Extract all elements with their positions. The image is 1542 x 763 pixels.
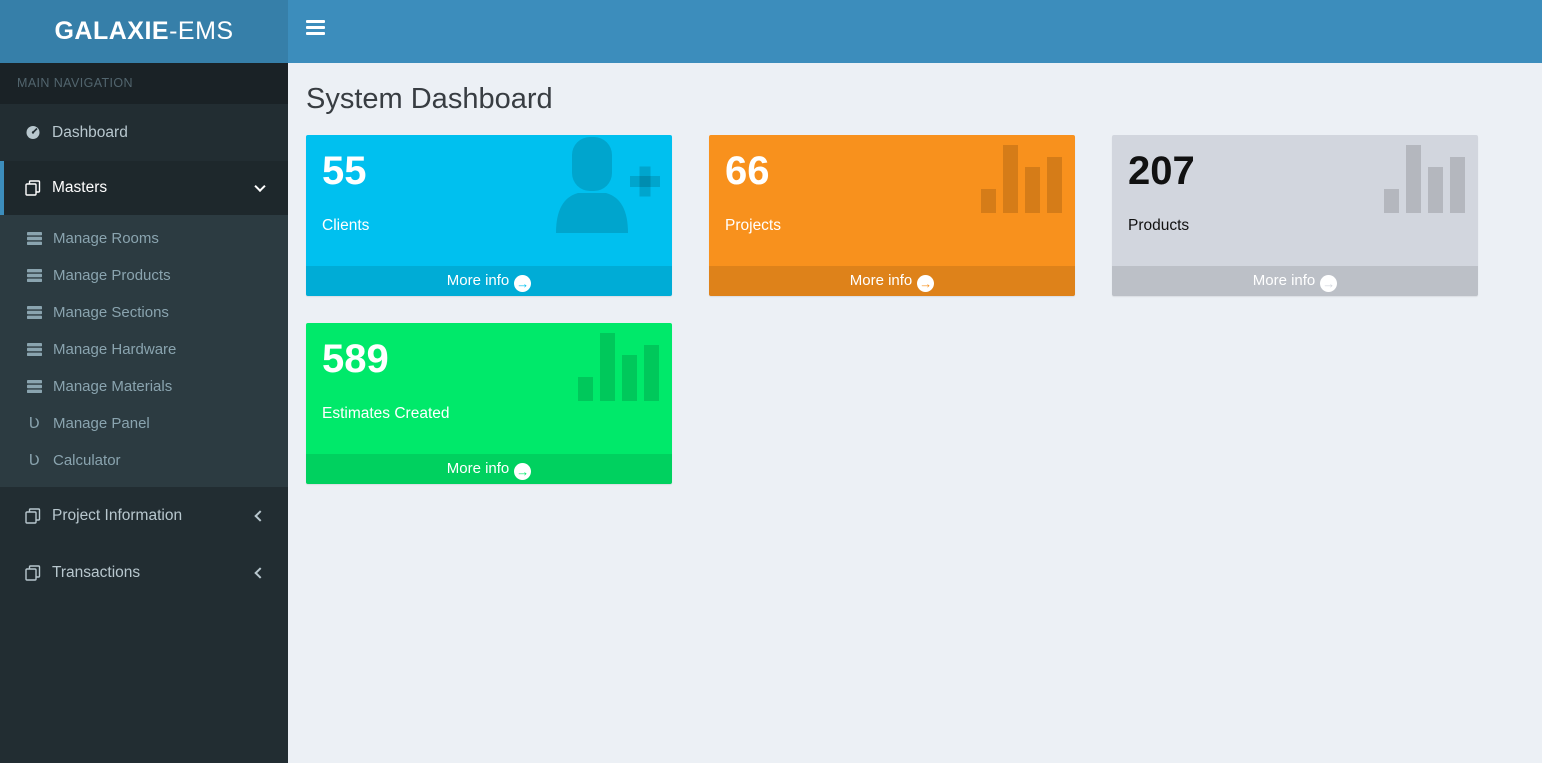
- bar-chart-icon: [578, 325, 660, 406]
- server-icon: [22, 380, 46, 393]
- stat-row-1: 55 Clients More info → 66 Projects More i…: [306, 135, 1524, 296]
- circle-arrow-icon: →: [514, 463, 532, 480]
- chevron-left-icon: [254, 566, 266, 579]
- page-title: System Dashboard: [306, 83, 553, 115]
- stat-card: 207 Products More info →: [1112, 135, 1478, 296]
- files-icon: [21, 507, 45, 524]
- more-info-link[interactable]: More info →: [709, 266, 1075, 296]
- stethoscope-icon: Ʋ: [28, 451, 40, 469]
- stat-label: Products: [1128, 217, 1190, 234]
- more-info-label: More info: [446, 460, 510, 477]
- submenu-item-manage-sections[interactable]: Manage Sections: [0, 294, 288, 331]
- sidebar-item-label: Transactions: [52, 563, 141, 581]
- stat-card: 55 Clients More info →: [306, 135, 672, 296]
- sidebar-item-dashboard[interactable]: Dashboard: [0, 104, 288, 161]
- more-info-label: More info: [1252, 272, 1316, 289]
- stat-card: 589 Estimates Created More info →: [306, 323, 672, 484]
- chevron-left-icon: [254, 509, 266, 522]
- chevron-down-icon: [254, 180, 266, 193]
- submenu-item-label: Manage Hardware: [53, 341, 177, 358]
- submenu-item-manage-panel[interactable]: Ʋ Manage Panel: [0, 405, 288, 442]
- dashboard-icon: [21, 125, 45, 140]
- submenu-item-calculator[interactable]: Ʋ Calculator: [0, 442, 288, 479]
- stat-row-2: 589 Estimates Created More info →: [306, 323, 1524, 484]
- sidebar-item-masters[interactable]: Masters: [0, 161, 288, 215]
- stat-card: 66 Projects More info →: [709, 135, 1075, 296]
- hamburger-icon[interactable]: [306, 20, 326, 42]
- stethoscope-icon: Ʋ: [28, 414, 40, 432]
- sidebar-section-label: MAIN NAVIGATION: [0, 63, 288, 104]
- files-icon: [21, 180, 45, 196]
- main-content: System Dashboard 55 Clients More info → 6…: [288, 63, 1542, 763]
- more-info-link[interactable]: More info →: [306, 266, 672, 296]
- stat-value: 589: [322, 337, 389, 381]
- sidebar-item-label: Project Information: [52, 506, 183, 524]
- submenu-item-label: Manage Materials: [53, 378, 173, 395]
- submenu-item-manage-hardware[interactable]: Manage Hardware: [0, 331, 288, 368]
- submenu-item-manage-products[interactable]: Manage Products: [0, 257, 288, 294]
- stat-label: Clients: [322, 217, 370, 234]
- brand-rest: -EMS: [169, 17, 234, 45]
- circle-arrow-icon: →: [514, 275, 532, 292]
- more-info-label: More info: [849, 272, 913, 289]
- submenu-item-label: Calculator: [53, 452, 121, 469]
- submenu-item-label: Manage Products: [53, 267, 171, 284]
- server-icon: [22, 232, 46, 245]
- submenu-item-label: Manage Rooms: [53, 230, 159, 247]
- stat-label: Projects: [725, 217, 781, 234]
- sidebar: MAIN NAVIGATION Dashboard Masters Manage…: [0, 63, 288, 763]
- submenu-item-label: Manage Sections: [53, 304, 169, 321]
- server-icon: [22, 269, 46, 282]
- more-info-label: More info: [446, 272, 510, 289]
- stat-value: 66: [725, 149, 770, 193]
- bar-chart-icon: [981, 137, 1063, 218]
- circle-arrow-icon: →: [1320, 275, 1338, 292]
- more-info-link[interactable]: More info →: [306, 454, 672, 484]
- files-icon: [21, 564, 45, 581]
- submenu-item-label: Manage Panel: [53, 415, 150, 432]
- sidebar-item-transactions[interactable]: Transactions: [0, 544, 288, 601]
- stat-value: 207: [1128, 149, 1195, 193]
- masters-submenu: Manage Rooms Manage Products Manage Sect…: [0, 215, 288, 487]
- bar-chart-icon: [1384, 137, 1466, 218]
- sidebar-item-label: Masters: [52, 179, 108, 196]
- circle-arrow-icon: →: [917, 275, 935, 292]
- submenu-item-manage-materials[interactable]: Manage Materials: [0, 368, 288, 405]
- server-icon: [22, 343, 46, 356]
- user-plus-icon: [550, 137, 660, 238]
- server-icon: [22, 306, 46, 319]
- sidebar-item-project-information[interactable]: Project Information: [0, 487, 288, 544]
- stat-value: 55: [322, 149, 367, 193]
- top-navbar: GALAXIE -EMS: [0, 0, 1542, 63]
- submenu-item-manage-rooms[interactable]: Manage Rooms: [0, 220, 288, 257]
- stat-label: Estimates Created: [322, 405, 450, 422]
- brand-logo[interactable]: GALAXIE -EMS: [0, 0, 288, 63]
- sidebar-item-label: Dashboard: [52, 123, 128, 141]
- more-info-link[interactable]: More info →: [1112, 266, 1478, 296]
- brand-bold: GALAXIE: [54, 17, 170, 45]
